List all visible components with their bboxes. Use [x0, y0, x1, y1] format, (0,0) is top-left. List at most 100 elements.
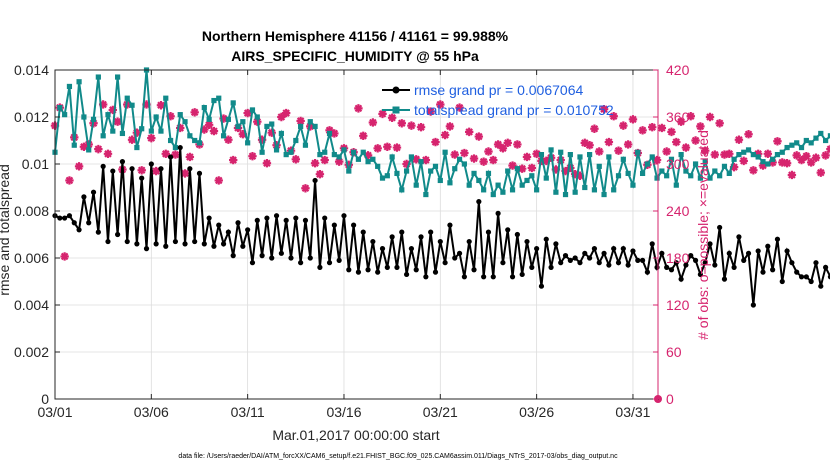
obs-evaluated-marker	[710, 150, 720, 159]
left-y-axis-label: rmse and totalspread	[0, 164, 12, 296]
obs-evaluated-marker	[421, 155, 431, 165]
rmse-point	[765, 243, 771, 249]
rmse-point	[606, 262, 612, 268]
obs-evaluated-marker	[108, 105, 117, 115]
totalspread-point	[273, 147, 280, 153]
rmse-point	[351, 222, 357, 228]
rmse-point	[466, 238, 472, 245]
rmse-point	[750, 302, 756, 308]
rmse-point	[124, 238, 130, 245]
obs-evaluated-marker	[739, 156, 748, 166]
totalspread-point	[115, 74, 121, 80]
totalspread-point	[721, 163, 728, 169]
totalspread-point	[770, 156, 776, 162]
obs-evaluated-marker	[387, 113, 397, 122]
obs-evaluated-marker	[281, 108, 291, 118]
obs-evaluated-marker	[200, 125, 209, 134]
obs-evaluated-marker	[74, 162, 84, 171]
totalspread-point	[95, 74, 101, 80]
rmse-point	[302, 217, 309, 223]
rmse-point	[500, 260, 506, 266]
totalspread-point	[264, 123, 270, 129]
totalspread-point	[688, 173, 694, 179]
obs-evaluated-marker	[147, 133, 156, 143]
totalspread-point	[384, 173, 390, 179]
obs-evaluated-marker	[161, 149, 170, 159]
totalspread-point	[745, 147, 752, 153]
rmse-point	[216, 222, 222, 228]
totalspread-point	[567, 152, 573, 158]
obs-evaluated-marker	[667, 127, 676, 137]
right-y-tick-label: 300	[666, 156, 690, 172]
obs-evaluated-marker	[797, 155, 806, 165]
obs-evaluated-marker	[479, 157, 488, 166]
x-axis-label: Mar.01,2017 00:00:00 start	[272, 427, 439, 443]
obs-evaluated-marker	[407, 121, 416, 130]
rmse-point	[562, 253, 569, 259]
obs-evaluated-marker	[513, 140, 522, 149]
rmse-point	[442, 260, 448, 266]
totalspread-point	[182, 119, 188, 125]
totalspread-point	[375, 163, 381, 169]
rmse-point	[774, 236, 781, 242]
rmse-point	[182, 241, 188, 247]
totalspread-point	[476, 177, 482, 184]
rmse-point	[379, 246, 386, 252]
rmse-point	[437, 238, 443, 245]
obs-evaluated-marker	[744, 130, 753, 139]
totalspread-point	[529, 173, 535, 179]
obs-evaluated-marker	[79, 142, 89, 151]
obs-evaluated-marker	[190, 108, 199, 117]
right-y-tick-label: 120	[666, 297, 690, 313]
totalspread-point	[153, 114, 159, 120]
legend-totalspread-label: totalspread grand pr = 0.010752	[414, 102, 614, 118]
totalspread-point	[683, 168, 689, 174]
rmse-point	[370, 238, 376, 245]
rmse-point	[615, 260, 622, 266]
rmse-point	[717, 224, 723, 231]
rmse-point	[649, 241, 655, 247]
obs-evaluated-marker	[229, 155, 238, 165]
totalspread-point	[774, 152, 781, 158]
totalspread-point	[437, 177, 443, 184]
totalspread-point	[731, 156, 737, 162]
rmse-point	[57, 215, 63, 221]
obs-evaluated-marker	[609, 112, 618, 121]
rmse-point	[187, 166, 193, 172]
obs-evaluated-marker	[262, 159, 272, 168]
rmse-point	[163, 243, 169, 249]
rmse-point	[100, 163, 106, 169]
totalspread-point	[245, 140, 251, 146]
totalspread-point	[428, 168, 434, 174]
rmse-point	[587, 255, 593, 261]
totalspread-point	[601, 191, 607, 198]
obs-evaluated-marker	[436, 100, 445, 109]
rmse-point	[620, 246, 626, 252]
obs-evaluated-marker	[445, 122, 455, 131]
obs-evaluated-marker	[214, 176, 223, 185]
rmse-point	[702, 260, 708, 266]
rmse-point	[413, 267, 419, 273]
rmse-point	[505, 227, 511, 233]
chart-title-line2: AIRS_SPECIFIC_HUMIDITY @ 55 hPa	[231, 48, 479, 64]
rmse-point	[134, 241, 140, 247]
obs-evaluated-marker	[595, 147, 604, 156]
obs-evaluated-marker	[176, 123, 185, 133]
totalspread-point	[413, 182, 419, 188]
totalspread-point	[519, 182, 525, 188]
totalspread-point	[403, 168, 410, 174]
totalspread-point	[505, 168, 511, 174]
obs-evaluated-marker	[392, 143, 402, 152]
obs-evaluated-marker	[310, 159, 320, 168]
totalspread-point	[240, 119, 246, 125]
totalspread-point	[418, 159, 424, 165]
rmse-point	[481, 274, 487, 280]
totalspread-point	[394, 170, 400, 176]
obs-evaluated-marker	[325, 126, 334, 135]
rmse-point	[519, 271, 525, 278]
rmse-point	[331, 222, 337, 228]
obs-evaluated-marker	[156, 101, 166, 110]
obs-evaluated-marker	[749, 166, 758, 175]
rmse-point	[582, 250, 588, 256]
rmse-point	[543, 236, 549, 242]
